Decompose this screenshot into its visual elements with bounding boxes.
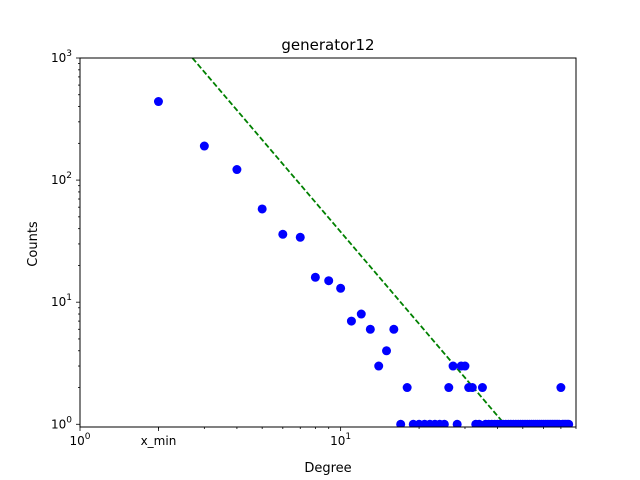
data-point [564,419,574,427]
chart-title: generator12 [281,36,374,54]
data-point [389,324,399,334]
data-point [452,419,462,427]
x-axis-label: Degree [304,461,351,476]
data-point [448,361,458,371]
y-tick-label: 103 [51,49,72,65]
data-point [278,229,288,239]
data-layer [153,58,574,427]
data-point [374,361,384,371]
data-point [382,346,392,356]
data-point [460,361,470,371]
data-point [365,324,375,334]
data-point [295,232,305,242]
data-point [439,419,449,427]
data-point [346,316,356,326]
data-point [232,165,242,175]
data-point [356,309,366,319]
data-point [467,383,477,393]
data-point [324,276,334,286]
y-axis-label: Counts [26,221,41,267]
data-point [199,141,209,151]
data-point [444,383,454,393]
x-tick-label: 101 [330,432,351,448]
data-point [310,272,320,282]
plot-area: 100 x_min 101 100 101 102 103 [51,49,577,448]
y-tick-label: 102 [51,171,72,187]
x-tick-label: 100 [69,432,90,448]
data-point [257,204,267,214]
data-point [153,97,163,107]
data-point [402,383,412,393]
x-tick-label: x_min [141,434,177,448]
plot-frame [79,57,577,428]
data-point [396,419,406,427]
y-tick-label: 101 [51,293,72,309]
y-tick-label: 100 [51,415,72,431]
data-point [556,383,566,393]
data-point [336,283,346,293]
data-point [477,383,487,393]
